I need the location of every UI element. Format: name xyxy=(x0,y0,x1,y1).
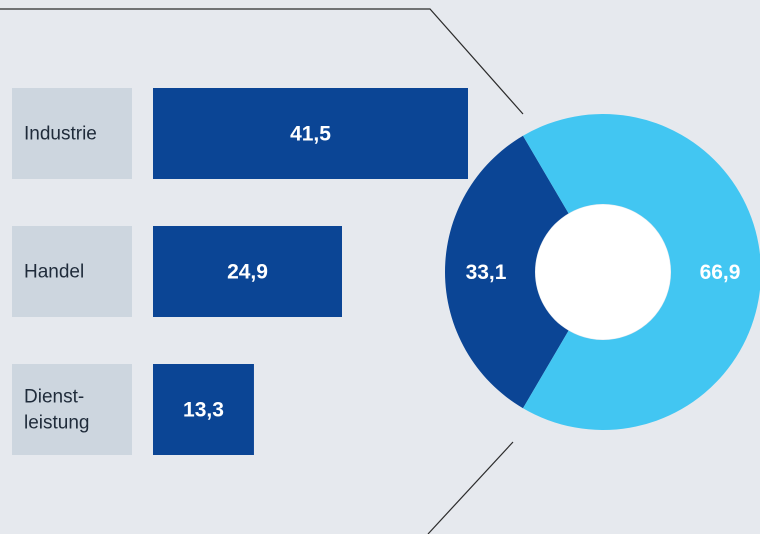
category-label: Handel xyxy=(24,262,84,283)
bar-value-label: 24,9 xyxy=(227,261,268,284)
donut-hole xyxy=(535,204,671,340)
donut-value-label: 66,9 xyxy=(700,261,741,284)
bar xyxy=(153,88,468,179)
connector-line-top xyxy=(0,8,524,115)
category-label: Industrie xyxy=(24,124,97,145)
category-label-box xyxy=(12,226,132,317)
category-label: leistung xyxy=(24,413,90,434)
donut-value-label: 33,1 xyxy=(466,261,507,284)
category-label-box xyxy=(12,88,132,179)
donut-chart: 33,1 66,9 xyxy=(445,114,760,430)
connector-line-bottom xyxy=(427,441,514,534)
donut-slice xyxy=(445,135,569,409)
bar xyxy=(153,226,342,317)
donut-slice xyxy=(522,114,760,430)
connector-lines xyxy=(0,8,524,534)
bar-chart: Industrie 41,5 Handel 24,9 Dienst-leistung 13… xyxy=(12,88,468,455)
category-label-box xyxy=(12,364,132,455)
category-label: Dienst- xyxy=(24,387,84,408)
bar-value-label: 41,5 xyxy=(290,123,331,146)
bar xyxy=(153,364,254,455)
bar-value-label: 13,3 xyxy=(183,399,224,422)
